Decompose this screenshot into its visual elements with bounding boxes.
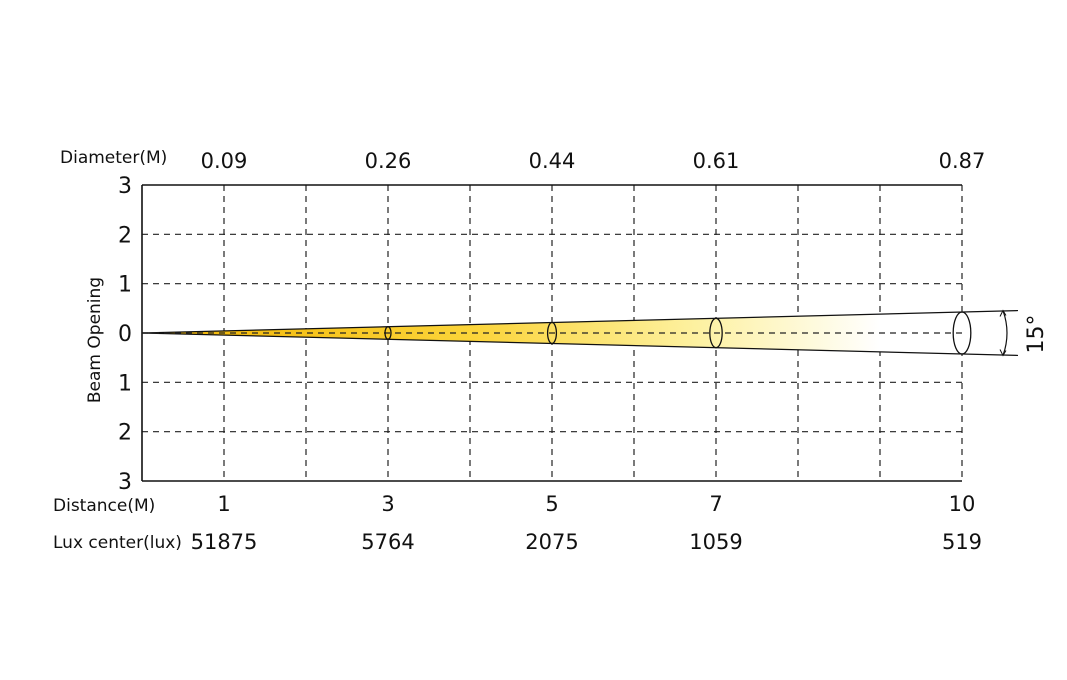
- angle-arrow-top: [999, 309, 1007, 317]
- diameter-row-label: Diameter(M): [60, 148, 167, 168]
- y-tick-label: 1: [118, 273, 132, 298]
- y-axis-label: Beam Opening: [85, 277, 105, 403]
- diameter-value: 0.26: [365, 149, 412, 173]
- diameter-value: 0.87: [939, 149, 986, 173]
- distance-row-label: Distance(M): [53, 496, 155, 516]
- beam: [141, 309, 1019, 357]
- distance-value: 3: [381, 492, 394, 516]
- beam-angle-label: 15°: [1024, 315, 1049, 354]
- diameter-value: 0.09: [201, 149, 248, 173]
- beam-cross-section: [952, 311, 972, 355]
- y-tick-label: 0: [118, 322, 132, 347]
- distance-value: 5: [545, 492, 558, 516]
- diameter-value: 0.44: [529, 149, 576, 173]
- distance-value: 10: [949, 492, 976, 516]
- beam-cross-section: [709, 317, 723, 349]
- y-tick-label: 2: [118, 421, 132, 446]
- lux-value: 2075: [525, 530, 578, 554]
- beam-lower-edge: [141, 332, 1019, 357]
- beam-upper-edge: [141, 309, 1019, 334]
- angle-arrow-bottom: [999, 349, 1007, 357]
- lux-value: 1059: [689, 530, 742, 554]
- lux-value: 5764: [361, 530, 414, 554]
- y-tick-label: 1: [118, 371, 132, 396]
- beam-cross-section: [546, 321, 558, 345]
- beam-cross-section: [384, 326, 392, 340]
- y-tick-label: 3: [118, 174, 132, 199]
- angle-arc: [1002, 310, 1008, 356]
- y-tick-label: 3: [118, 470, 132, 495]
- lux-row-label: Lux center(lux): [53, 533, 182, 553]
- y-tick-label: 2: [118, 223, 132, 248]
- lux-value: 51875: [191, 530, 258, 554]
- distance-value: 1: [217, 492, 230, 516]
- beam-cone: [142, 310, 1018, 356]
- lux-value: 519: [942, 530, 982, 554]
- diameter-value: 0.61: [693, 149, 740, 173]
- distance-value: 7: [709, 492, 722, 516]
